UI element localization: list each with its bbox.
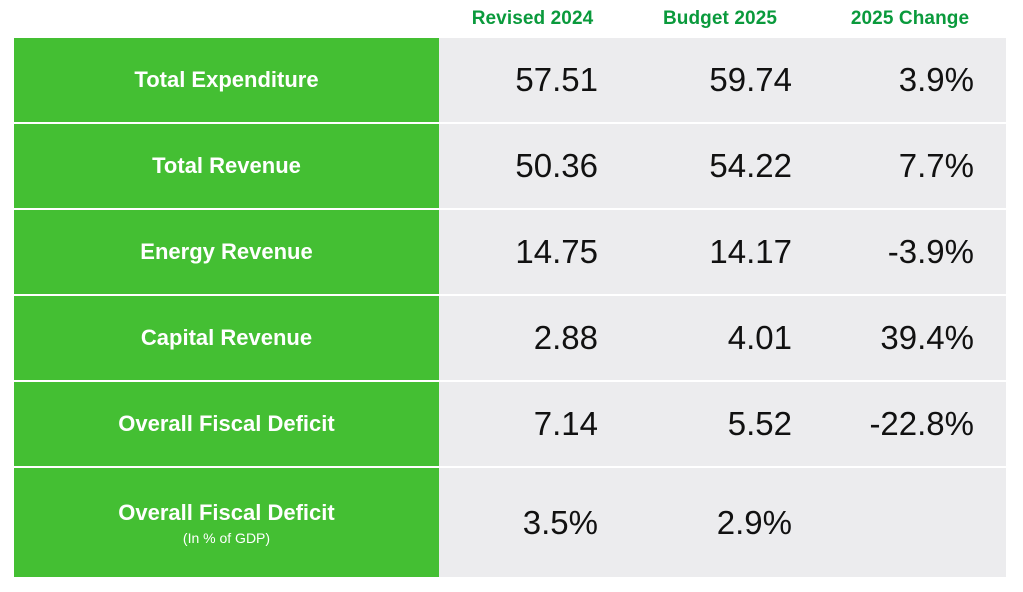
cell-budget-2025: 2.9% (626, 468, 814, 577)
cell-budget-2025: 14.17 (626, 210, 814, 294)
row-sublabel-text: (In % of GDP) (182, 529, 271, 546)
cell-budget-2025: 54.22 (626, 124, 814, 208)
row-label-text: Total Expenditure (134, 67, 319, 92)
cell-revised-2024: 50.36 (439, 124, 626, 208)
cell-budget-2025: 59.74 (626, 38, 814, 122)
row-label: Overall Fiscal Deficit (14, 382, 439, 466)
table-row: Energy Revenue 14.75 14.17 -3.9% (14, 210, 1006, 294)
cell-2025-change: -3.9% (814, 210, 1006, 294)
row-label: Total Revenue (14, 124, 439, 208)
row-label: Total Expenditure (14, 38, 439, 122)
fiscal-table: Revised 2024 Budget 2025 2025 Change Tot… (14, 0, 1006, 577)
table-row: Total Revenue 50.36 54.22 7.7% (14, 124, 1006, 208)
row-label-text: Overall Fiscal Deficit (118, 411, 335, 436)
row-label-text: Overall Fiscal Deficit (118, 499, 335, 525)
table-body: Total Expenditure 57.51 59.74 3.9% Total… (14, 38, 1006, 577)
cell-2025-change: 39.4% (814, 296, 1006, 380)
table-row: Capital Revenue 2.88 4.01 39.4% (14, 296, 1006, 380)
cell-revised-2024: 57.51 (439, 38, 626, 122)
cell-2025-change: 3.9% (814, 38, 1006, 122)
cell-revised-2024: 7.14 (439, 382, 626, 466)
cell-revised-2024: 3.5% (439, 468, 626, 577)
cell-revised-2024: 14.75 (439, 210, 626, 294)
column-header-revised-2024: Revised 2024 (471, 8, 594, 29)
cell-2025-change: 7.7% (814, 124, 1006, 208)
column-header-budget-2025: Budget 2025 (662, 8, 778, 29)
cell-2025-change (814, 468, 1006, 577)
row-label-text: Capital Revenue (140, 325, 313, 350)
table-row: Overall Fiscal Deficit 7.14 5.52 -22.8% (14, 382, 1006, 466)
row-label: Capital Revenue (14, 296, 439, 380)
table-header-row: Revised 2024 Budget 2025 2025 Change (14, 0, 1006, 38)
cell-budget-2025: 4.01 (626, 296, 814, 380)
column-header-2025-change: 2025 Change (850, 8, 970, 29)
cell-2025-change: -22.8% (814, 382, 1006, 466)
cell-revised-2024: 2.88 (439, 296, 626, 380)
row-label-text: Total Revenue (152, 153, 301, 178)
row-label-text: Energy Revenue (140, 239, 313, 264)
table-row: Total Expenditure 57.51 59.74 3.9% (14, 38, 1006, 122)
row-label: Energy Revenue (14, 210, 439, 294)
cell-budget-2025: 5.52 (626, 382, 814, 466)
row-label: Overall Fiscal Deficit (In % of GDP) (14, 468, 439, 577)
table-row: Overall Fiscal Deficit (In % of GDP) 3.5… (14, 468, 1006, 577)
